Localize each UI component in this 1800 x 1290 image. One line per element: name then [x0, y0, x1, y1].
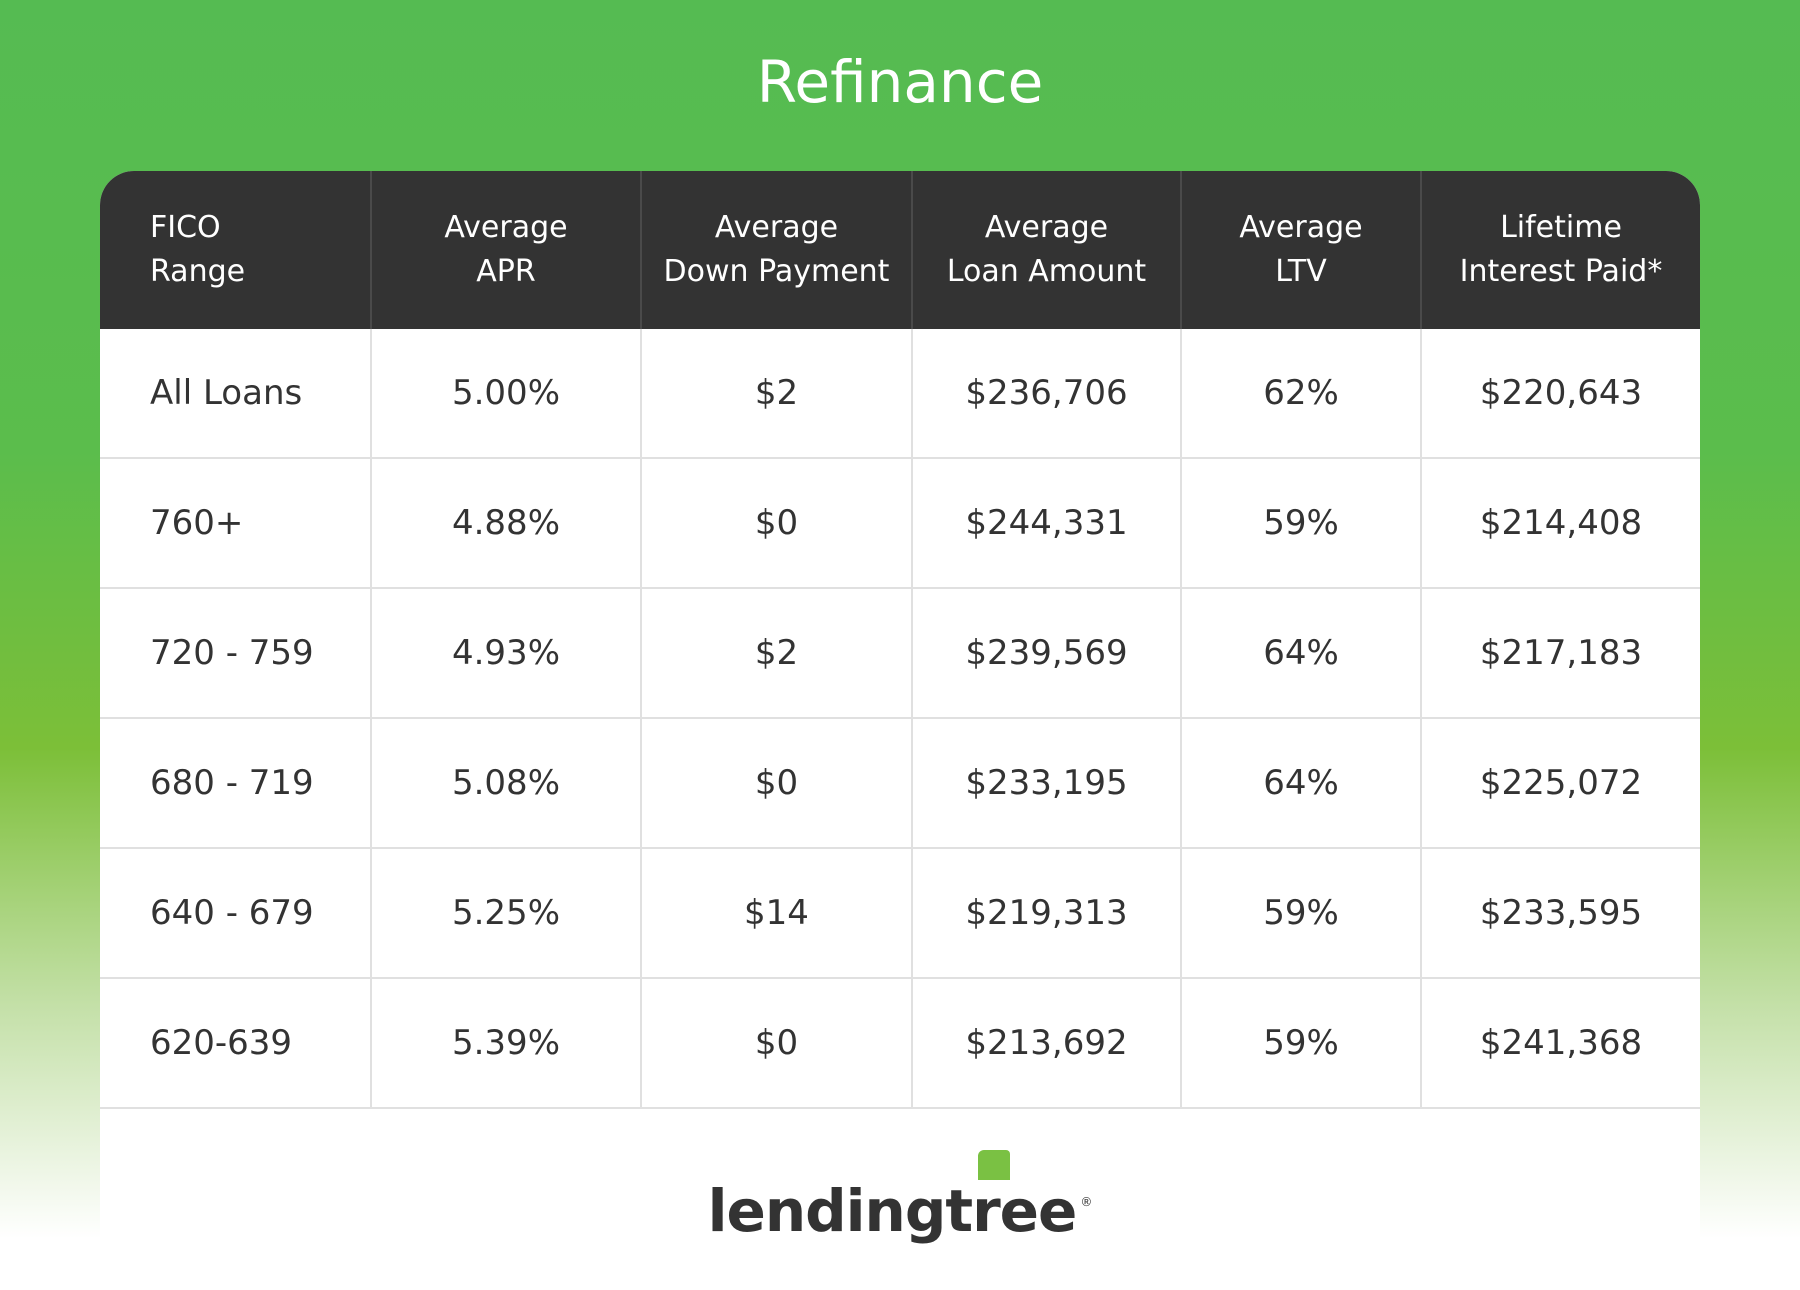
table-cell: 4.88% — [371, 458, 642, 589]
column-header-line: Down Payment — [663, 254, 890, 289]
registered-mark: ® — [1080, 1195, 1093, 1209]
column-header: Average LTV — [1181, 171, 1422, 329]
table-cell: 59% — [1181, 458, 1422, 589]
table-cell: $220,643 — [1421, 329, 1700, 459]
table-cell: All Loans — [100, 329, 372, 459]
column-header-line: Loan Amount — [946, 254, 1147, 289]
table-cell: $2 — [641, 329, 913, 459]
table-row: 720 - 759 4.93% $2 $239,569 64% $217,183 — [100, 588, 1700, 719]
bottom-fade — [100, 1211, 1700, 1271]
table-cell: 680 - 719 — [100, 718, 372, 849]
table-cell: $236,706 — [912, 329, 1182, 459]
table-cell: $241,368 — [1421, 978, 1700, 1109]
table-row: All Loans 5.00% $2 $236,706 62% $220,643 — [100, 329, 1700, 459]
table-cell: 59% — [1181, 978, 1422, 1109]
table-cell: 640 - 679 — [100, 848, 372, 979]
column-header: Average Loan Amount — [912, 171, 1182, 329]
column-header-line: Average — [714, 210, 839, 245]
leaf-icon — [978, 1150, 1011, 1180]
table-cell: 5.39% — [371, 978, 642, 1109]
table-cell: 5.25% — [371, 848, 642, 979]
table-cell: $217,183 — [1421, 588, 1700, 719]
lendingtree-logo: lendingtree ® — [0, 1150, 1800, 1244]
table-cell: 5.00% — [371, 329, 642, 459]
table-cell: 760+ — [100, 458, 372, 589]
table-cell: $244,331 — [912, 458, 1182, 589]
refinance-table: FICO Range Average APR Average Down Payment Av… — [100, 171, 1700, 1109]
table-cell: $225,072 — [1421, 718, 1700, 849]
column-header-line: FICO — [150, 210, 221, 245]
logo-wordmark: lendingtree — [707, 1177, 1078, 1245]
table-cell: $0 — [641, 718, 913, 849]
column-header-line: LTV — [1275, 254, 1327, 289]
column-header-line: APR — [476, 254, 536, 289]
table-cell: $213,692 — [912, 978, 1182, 1109]
column-header: Average Down Payment — [641, 171, 913, 329]
column-header-line: Average — [984, 210, 1109, 245]
table-cell: 64% — [1181, 718, 1422, 849]
table-cell: $214,408 — [1421, 458, 1700, 589]
table-row: 680 - 719 5.08% $0 $233,195 64% $225,072 — [100, 718, 1700, 849]
table-cell: $2 — [641, 588, 913, 719]
table-cell: $239,569 — [912, 588, 1182, 719]
table-cell: 620-639 — [100, 978, 372, 1109]
column-header-line: Lifetime — [1500, 210, 1622, 245]
refinance-table-card: FICO Range Average APR Average Down Payment Av… — [100, 171, 1700, 1271]
column-header-line: Average — [444, 210, 568, 245]
column-header: Average APR — [371, 171, 642, 329]
table-cell: $233,595 — [1421, 848, 1700, 979]
column-header-line: Range — [150, 254, 246, 289]
table-cell: $233,195 — [912, 718, 1182, 849]
table-cell: 720 - 759 — [100, 588, 372, 719]
table-cell: $14 — [641, 848, 913, 979]
column-header: FICO Range — [100, 171, 372, 329]
table-cell: $0 — [641, 978, 913, 1109]
table-cell: 62% — [1181, 329, 1422, 459]
table-cell: 64% — [1181, 588, 1422, 719]
logo-group: lendingtree ® — [707, 1150, 1093, 1245]
table-cell: 5.08% — [371, 718, 642, 849]
table-cell: $219,313 — [912, 848, 1182, 979]
column-header-line: Interest Paid* — [1459, 254, 1663, 289]
table-cell: 4.93% — [371, 588, 642, 719]
column-header: Lifetime Interest Paid* — [1421, 171, 1700, 329]
table-row: 620-639 5.39% $0 $213,692 59% $241,368 — [100, 978, 1700, 1109]
table-row: 640 - 679 5.25% $14 $219,313 59% $233,595 — [100, 848, 1700, 979]
page-title: Refinance — [756, 48, 1044, 116]
table-header-row: FICO Range Average APR Average Down Payment Av… — [100, 171, 1700, 329]
table-row: 760+ 4.88% $0 $244,331 59% $214,408 — [100, 458, 1700, 589]
table-cell: $0 — [641, 458, 913, 589]
table-cell: 59% — [1181, 848, 1422, 979]
column-header-line: Average — [1239, 210, 1363, 245]
